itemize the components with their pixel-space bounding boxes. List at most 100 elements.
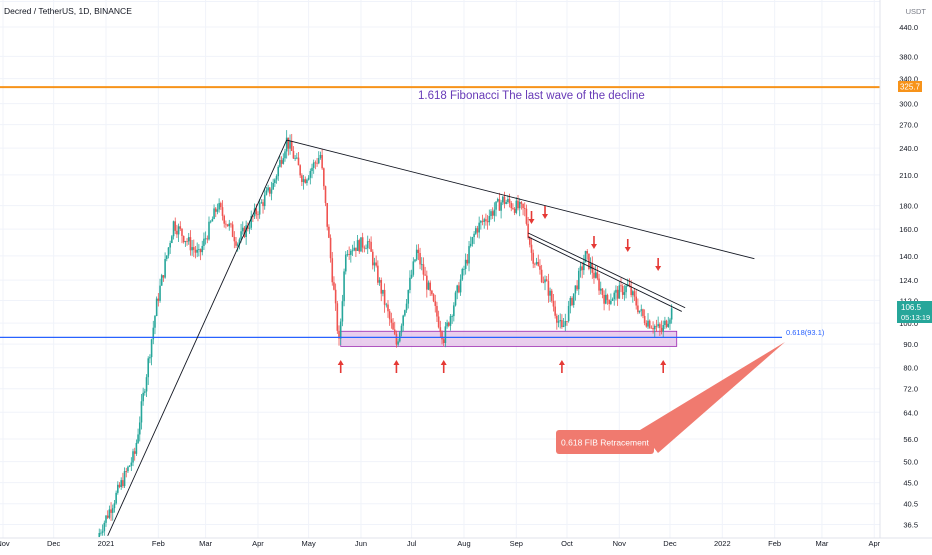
candle-body xyxy=(562,325,565,328)
candle-body xyxy=(557,321,560,323)
price-tick-label: 210.0 xyxy=(899,171,918,180)
candle-body xyxy=(652,327,654,330)
up-arrow xyxy=(660,360,667,373)
candle-body xyxy=(390,319,393,323)
candle-body xyxy=(338,330,340,339)
candle-body xyxy=(645,322,648,327)
candle-body xyxy=(447,322,450,326)
candle-body xyxy=(287,137,290,149)
down-arrow xyxy=(655,258,662,271)
candle-body xyxy=(343,271,345,302)
candle-body xyxy=(633,291,636,297)
price-tick-label: 180.0 xyxy=(899,202,918,211)
candle-body xyxy=(599,288,602,291)
up-arrow-head xyxy=(440,360,447,365)
candle-body xyxy=(437,316,440,328)
candle-body xyxy=(635,296,637,306)
candle-body xyxy=(203,238,205,246)
price-tick-label: 440.0 xyxy=(899,23,918,32)
candle-body xyxy=(328,226,330,238)
candle-body xyxy=(280,160,283,164)
candle-body xyxy=(155,298,158,317)
candle-body xyxy=(204,238,207,240)
candle-body xyxy=(152,327,155,340)
candle-body xyxy=(106,515,109,518)
up-arrow-head xyxy=(337,360,344,365)
candle-body xyxy=(267,187,269,191)
price-tick-label: 72.0 xyxy=(903,385,918,394)
candle-body xyxy=(554,306,556,316)
fib-0618-line-label: 0.618(93.1) xyxy=(786,328,825,337)
candle-body xyxy=(569,297,572,306)
candle-body xyxy=(223,215,225,224)
candle-body xyxy=(412,261,415,275)
candle-body xyxy=(431,290,433,295)
candle-body xyxy=(157,298,160,301)
candle-body xyxy=(559,320,562,322)
candle-body xyxy=(427,282,430,290)
drawings xyxy=(0,86,932,536)
candle-body xyxy=(191,247,193,251)
candle-body xyxy=(454,292,457,306)
candle-body xyxy=(608,299,610,304)
candle-body xyxy=(520,201,523,204)
candle-body xyxy=(351,250,354,252)
candle-body xyxy=(417,249,420,254)
candle-body xyxy=(665,320,668,327)
candle-body xyxy=(154,316,156,328)
grid xyxy=(0,0,880,538)
price-tick-label: 64.0 xyxy=(903,408,918,417)
candle-body xyxy=(518,201,521,209)
candle-body xyxy=(400,325,403,333)
candle-body xyxy=(375,262,377,266)
countdown-text: 05:13:19 xyxy=(901,313,930,322)
candle-body xyxy=(265,190,268,195)
candle-body xyxy=(260,202,263,204)
candles xyxy=(98,130,673,538)
callout-pointer xyxy=(640,342,785,453)
candle-body xyxy=(228,223,231,227)
price-tick-label: 160.0 xyxy=(899,225,918,234)
candle-body xyxy=(302,179,305,182)
candle-body xyxy=(577,270,580,290)
price-tick-label: 45.0 xyxy=(903,479,918,488)
candle-body xyxy=(496,199,499,202)
candle-body xyxy=(290,141,293,151)
time-axis[interactable]: Nov Dec 2021 Feb Mar Apr May Jun Jul Aug Sep Oct Nov… xyxy=(0,537,932,548)
candle-body xyxy=(323,168,325,187)
candle-body xyxy=(669,319,671,324)
candle-body xyxy=(534,263,536,265)
candle-body xyxy=(209,221,212,223)
candle-body xyxy=(201,245,204,253)
candle-body xyxy=(383,289,386,305)
candle-body xyxy=(299,165,301,176)
candle-body xyxy=(314,162,317,164)
time-tick-label: Feb xyxy=(768,539,781,548)
candle-body xyxy=(272,183,274,190)
candle-body xyxy=(621,286,624,295)
candle-body xyxy=(581,266,583,271)
price-axis[interactable]: 36.5 40.5 45.0 50.0 56.0 64.0 72.0 80.0 90.0 100.… xyxy=(879,0,932,538)
candle-body xyxy=(422,264,425,275)
candle-body xyxy=(410,274,413,278)
down-arrow xyxy=(590,236,597,249)
price-tick-label: 270.0 xyxy=(899,121,918,130)
candle-body xyxy=(439,327,442,333)
fib-retracement-callout[interactable]: 0.618 FIB Retracement xyxy=(556,342,785,454)
time-tick-label: May xyxy=(302,539,316,548)
callout-box xyxy=(556,430,654,454)
candle-body xyxy=(468,246,470,264)
price-tick-label: 90.0 xyxy=(903,340,918,349)
candle-body xyxy=(490,211,492,217)
candle-body xyxy=(206,238,209,240)
candle-body xyxy=(589,263,592,269)
candle-body xyxy=(535,261,538,264)
down-arrow-head xyxy=(542,214,549,219)
candle-body xyxy=(415,249,418,260)
fib-1618-price-badge: 325.7 xyxy=(898,81,922,92)
candle-body xyxy=(522,203,524,209)
candle-body xyxy=(297,157,300,166)
price-axis-unit: USDT xyxy=(906,7,927,16)
